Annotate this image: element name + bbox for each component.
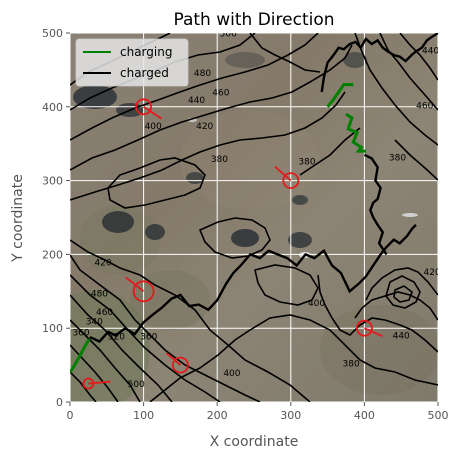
y-axis-title: Y coordinate [10,174,26,263]
contour-label: 460 [96,308,113,318]
path-series [70,33,438,374]
waypoint-marker [282,172,300,190]
contour-label: 440 [393,332,410,342]
chart-title: Path with Direction [173,10,334,30]
y-tick-label: 500 [42,27,63,40]
path-charged [89,224,417,343]
contour-label: 500 [220,30,237,40]
path-charged [320,33,438,93]
contour-label: 400 [308,299,325,309]
contour-label: 440 [188,96,205,106]
x-tick-label: 500 [428,409,449,422]
x-tick-label: 300 [280,409,301,422]
y-tick-label: 200 [42,248,63,261]
contour-label: 460 [416,101,433,111]
contour-label: 420 [424,268,441,278]
path-charged [363,153,388,256]
contour-label: 320 [108,332,125,342]
waypoint-marker [135,98,153,116]
path-charging [70,338,91,374]
x-tick-label: 400 [354,409,375,422]
contour-label: 420 [196,122,213,132]
axis-ticks: 0 100 200 300 400 500 0 100 200 300 400 500 [42,27,449,422]
x-tick-label: 200 [207,409,228,422]
contour-label: 340 [86,318,103,328]
contour-label: 360 [72,329,89,339]
legend-label-charged: charged [120,66,169,80]
x-tick-label: 100 [133,409,154,422]
contour-label: 400 [145,122,162,132]
contour-label: 440 [422,47,439,57]
satellite-background [70,33,438,402]
contour-label: 360 [140,332,157,342]
legend-label-charging: charging [120,45,172,59]
waypoint-marker [132,280,155,303]
y-tick-label: 300 [42,175,63,188]
y-tick-label: 0 [56,396,63,409]
contour-label: 480 [91,289,108,299]
contour-label: 400 [223,369,240,379]
path-charging [345,112,366,153]
direction-arrow [274,165,292,182]
x-tick-label: 0 [67,409,74,422]
contour-label: 420 [95,258,112,268]
contour-label: 380 [298,157,315,167]
legend: charging charged [75,38,189,87]
y-tick-label: 100 [42,322,63,335]
waypoint-marker [355,319,373,337]
contour-label: 480 [194,69,211,79]
x-axis-title: X coordinate [210,434,299,450]
contour-label: 380 [343,360,360,370]
contour-label: 500 [128,380,145,390]
direction-arrow [125,276,145,293]
direction-markers [82,98,383,390]
waypoint-marker [171,356,189,374]
direction-arrow [364,327,383,338]
path-charging [326,83,354,108]
direction-arrow [143,106,163,120]
contour-label: 380 [211,155,228,165]
contour-label: 460 [212,89,229,99]
legend-box [75,38,189,87]
y-tick-label: 400 [42,101,63,114]
contour-label: 380 [389,154,406,164]
direction-arrow [88,380,111,385]
direction-arrow [165,352,181,366]
